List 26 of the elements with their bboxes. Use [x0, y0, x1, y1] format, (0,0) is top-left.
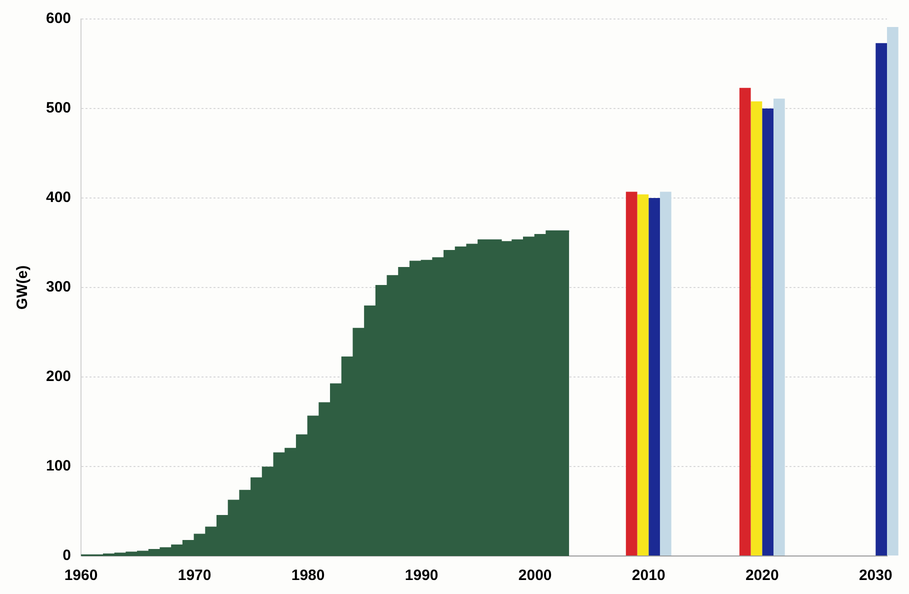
y-tick-label: 200 — [46, 368, 72, 386]
y-tick-label: 100 — [46, 458, 72, 475]
bar — [626, 192, 638, 556]
y-tick-label: 600 — [46, 10, 72, 28]
x-tick-label: 1960 — [64, 567, 98, 584]
bar — [739, 88, 751, 556]
y-axis-title: GW(e) — [14, 265, 32, 310]
x-tick-label: 2000 — [518, 567, 552, 584]
x-tick-label: 2020 — [745, 567, 779, 584]
x-tick-label: 1980 — [291, 567, 325, 584]
bar — [660, 192, 672, 556]
bar — [773, 98, 785, 556]
x-tick-label: 2030 — [858, 567, 892, 584]
x-tick-label: 2010 — [632, 567, 666, 584]
bar — [762, 108, 774, 556]
bar — [876, 43, 887, 556]
x-tick-label: 1990 — [404, 567, 438, 584]
bar — [637, 194, 649, 556]
bar — [648, 198, 660, 556]
y-tick-label: 300 — [46, 278, 72, 296]
x-tick-label: 1970 — [178, 567, 212, 584]
y-tick-label: 0 — [62, 547, 72, 564]
y-tick-label: 500 — [46, 100, 72, 117]
bar — [750, 101, 762, 556]
y-tick-label: 400 — [46, 189, 72, 206]
bar — [887, 27, 898, 556]
